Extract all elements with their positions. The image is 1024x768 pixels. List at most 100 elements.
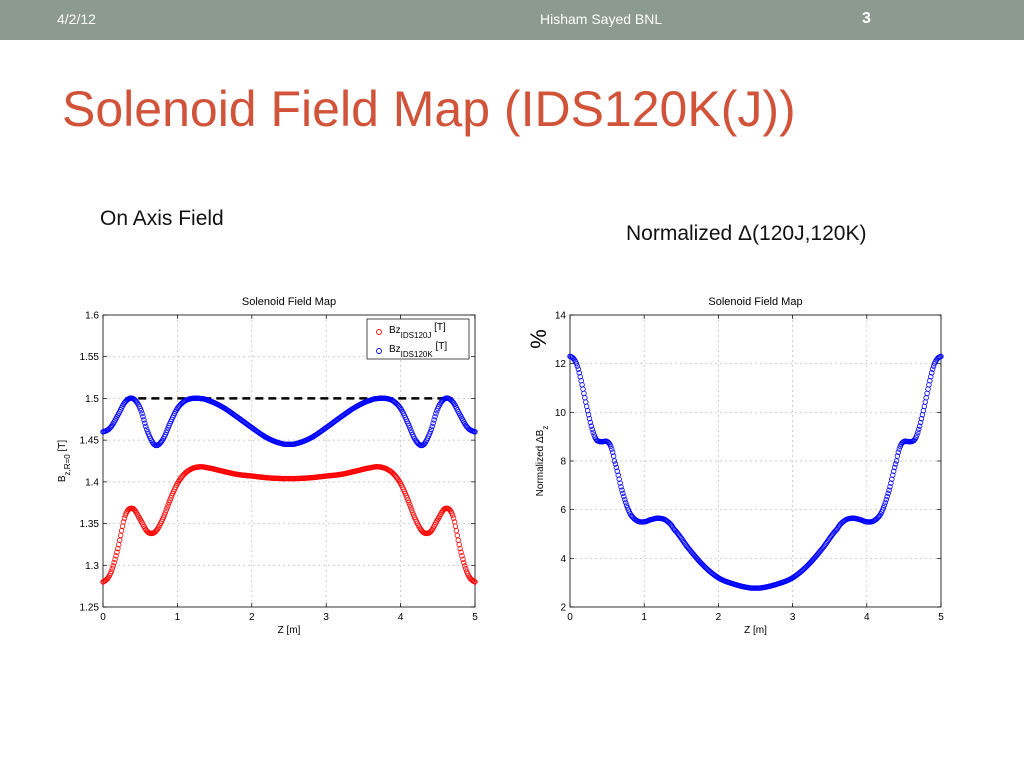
data-point (453, 528, 460, 534)
data-point (429, 423, 435, 430)
data-point (409, 509, 416, 516)
data-point (590, 429, 596, 436)
data-point (144, 426, 150, 432)
left-chart-caption: On Axis Field (100, 207, 224, 230)
data-point (577, 374, 583, 380)
y-tick-label: 1.25 (80, 603, 100, 614)
data-point (137, 405, 143, 412)
data-point (420, 442, 426, 448)
data-point (452, 523, 459, 529)
legend-entry: BzIDS120K [T] (389, 341, 447, 359)
data-point (165, 502, 171, 508)
data-point (885, 490, 891, 497)
data-point (882, 499, 889, 506)
data-point (472, 579, 478, 585)
x-tick-label: 1 (641, 612, 647, 623)
data-point (110, 563, 116, 569)
plot-frame (102, 314, 476, 608)
y-tick-label: 2 (560, 603, 566, 614)
data-point (929, 366, 936, 372)
data-point (910, 438, 916, 444)
page-number: 3 (862, 10, 871, 27)
data-point (613, 464, 620, 471)
data-point (573, 360, 580, 367)
data-point (450, 515, 457, 521)
x-axis-label: Z [m] (744, 625, 767, 636)
x-tick-label: 5 (472, 612, 478, 623)
data-point (888, 480, 894, 486)
data-point (460, 556, 466, 563)
data-point (883, 496, 889, 503)
y-tick-label: 1.45 (80, 436, 100, 447)
y-axis-label-base: B (57, 475, 68, 482)
legend-marker (376, 348, 382, 354)
y-tick-label: 4 (560, 554, 566, 565)
data-point (109, 566, 115, 572)
data-point (884, 493, 890, 500)
data-point (890, 468, 897, 474)
data-point (118, 528, 125, 534)
data-point (876, 513, 882, 520)
legend-entry-unit: [T] (431, 322, 446, 333)
legend: BzIDS120J [T]BzIDS120K [T] (366, 318, 470, 360)
y-tick-label: 14 (555, 311, 567, 322)
slide-date: 4/2/12 (57, 11, 96, 27)
data-point (615, 472, 621, 478)
x-tick-label: 3 (323, 612, 329, 623)
data-point (923, 395, 929, 401)
y-tick-label: 10 (555, 408, 567, 419)
x-tick-label: 4 (398, 612, 404, 623)
series-1 (100, 464, 478, 585)
data-point (890, 472, 896, 478)
data-point (575, 366, 582, 372)
data-point (916, 426, 922, 433)
y-tick-label: 1.35 (80, 519, 100, 530)
data-point (927, 378, 933, 384)
data-point (588, 423, 595, 429)
data-point (611, 458, 618, 464)
data-point (408, 504, 414, 511)
y-tick-label: 6 (560, 505, 566, 516)
data-point (108, 568, 115, 575)
series-1 (567, 353, 944, 591)
chart-title: Solenoid Field Map (242, 296, 336, 308)
data-point (589, 426, 595, 433)
data-point (574, 363, 581, 369)
right-chart-caption: Normalized Δ(120J,120K) (626, 222, 867, 245)
data-point (886, 487, 892, 493)
data-point (434, 408, 440, 414)
data-point (921, 403, 928, 410)
data-point (433, 410, 439, 417)
data-point (916, 423, 923, 429)
data-point (915, 429, 921, 436)
data-point (891, 464, 898, 471)
data-point (621, 493, 627, 500)
data-point (459, 553, 465, 559)
y-tick-label: 1.3 (85, 561, 99, 572)
data-point (576, 370, 582, 376)
x-tick-label: 3 (790, 612, 796, 623)
data-point (117, 532, 124, 539)
data-point (881, 502, 888, 508)
data-point (142, 420, 148, 426)
data-point (472, 429, 478, 435)
data-point (617, 480, 623, 486)
data-point (917, 419, 924, 426)
data-point (457, 545, 463, 552)
data-point (580, 386, 586, 392)
legend-marker (376, 329, 382, 335)
legend-entry-base: Bz (389, 325, 401, 336)
data-point (887, 484, 893, 490)
legend-entry-unit: [T] (433, 341, 448, 352)
y-axis-label: Normalized ΔBz (535, 426, 550, 497)
data-point (616, 476, 622, 482)
data-point (139, 410, 145, 417)
slide-author: Hisham Sayed BNL (540, 11, 663, 27)
data-point (583, 403, 590, 410)
data-point (389, 469, 395, 476)
data-point (880, 505, 887, 511)
data-point (895, 449, 902, 455)
data-point (585, 412, 592, 418)
slide-title: Solenoid Field Map (IDS120K(J)) (62, 81, 796, 137)
